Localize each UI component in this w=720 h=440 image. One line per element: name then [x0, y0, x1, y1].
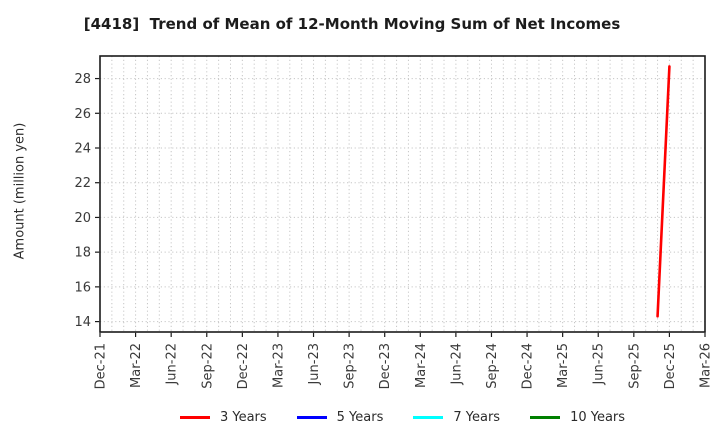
x-tick-label: Sep-22 [200, 343, 215, 389]
y-tick-label: 22 [74, 176, 91, 191]
x-tick-label: Sep-25 [627, 343, 642, 389]
y-tick-label: 14 [74, 315, 91, 330]
series-line-3-years [656, 65, 671, 318]
legend-label: 7 Years [453, 409, 501, 425]
x-tick-label: Mar-26 [699, 343, 714, 388]
legend-label: 3 Years [219, 409, 267, 425]
legend: 3 Years 5 Years 7 Years 10 Years [100, 406, 705, 428]
x-tick-label: Dec-21 [94, 343, 109, 389]
y-tick-label: 28 [74, 72, 91, 87]
legend-swatch-3-years [179, 415, 210, 419]
legend-item: 3 Years [179, 409, 267, 425]
x-tick-label: Dec-22 [236, 343, 251, 389]
x-tick-label: Dec-24 [521, 343, 536, 389]
y-tick-label: 20 [74, 211, 91, 226]
x-tick-label: Jun-23 [307, 343, 322, 386]
x-tick-label: Jun-22 [165, 343, 180, 386]
x-tick-label: Mar-23 [271, 343, 286, 388]
x-tick-label: Dec-23 [378, 343, 393, 389]
legend-swatch-5-years [296, 415, 327, 419]
y-tick-label: 24 [74, 142, 91, 157]
legend-label: 5 Years [336, 409, 384, 425]
legend-item: 7 Years [413, 410, 500, 425]
x-tick-label: Jun-24 [449, 343, 464, 386]
x-tick-label: Jun-25 [592, 343, 607, 386]
chart-title: [4418] Trend of Mean of 12-Month Moving … [83, 15, 621, 33]
plot-frame [99, 55, 706, 333]
x-tick-label: Sep-23 [343, 343, 358, 389]
legend-item: 5 Years [296, 409, 384, 425]
legend-item: 10 Years [530, 410, 625, 425]
x-tick-label: Mar-22 [129, 343, 144, 388]
legend-label: 10 Years [570, 409, 626, 425]
x-tick-label: Mar-25 [556, 343, 571, 388]
legend-swatch-10-years [530, 415, 561, 419]
legend-swatch-7-years [413, 415, 444, 419]
x-tick-label: Mar-24 [414, 343, 429, 388]
y-tick-label: 18 [74, 246, 91, 261]
y-tick-label: 16 [74, 280, 91, 295]
y-tick-label: 26 [74, 107, 91, 122]
y-axis-label: Amount (million yen) [12, 122, 28, 260]
x-tick-label: Sep-24 [485, 343, 500, 389]
x-tick-label: Dec-25 [663, 343, 678, 389]
